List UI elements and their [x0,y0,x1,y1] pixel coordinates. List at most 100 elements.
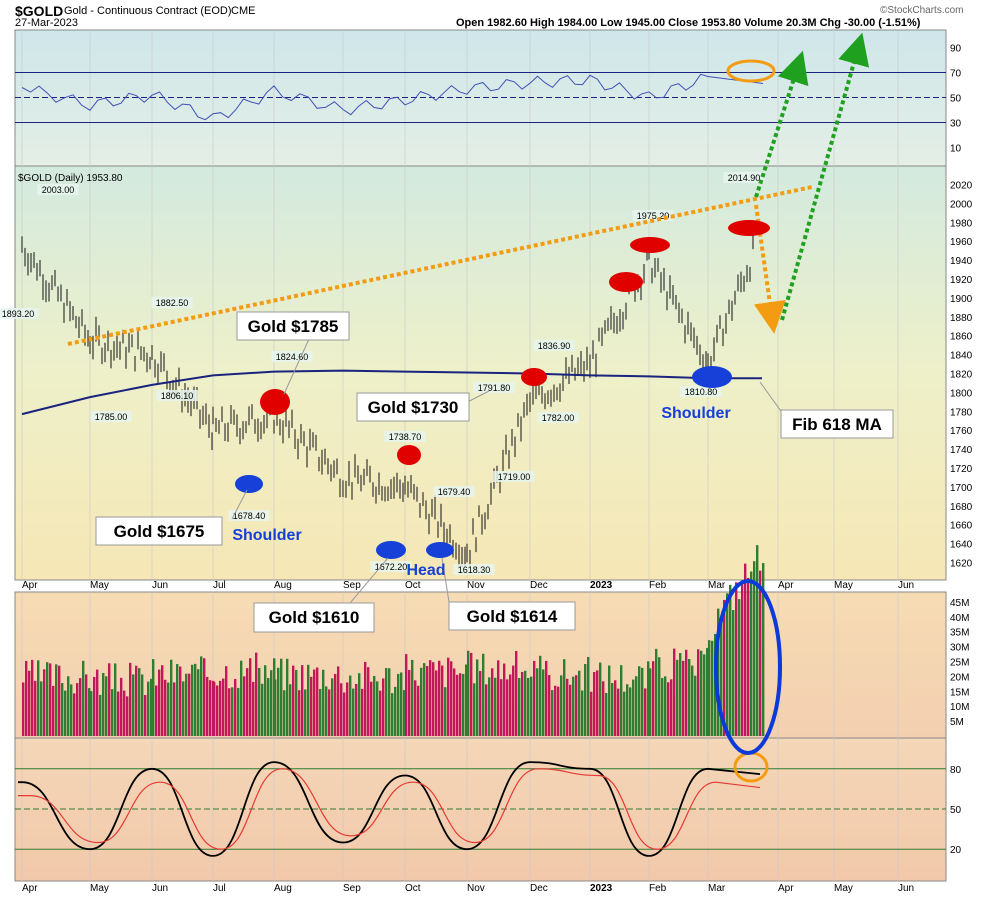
volume-tick-label: 15M [950,687,969,698]
volume-bar [524,670,527,736]
price-label-bg [156,390,198,401]
volume-bar [228,688,231,736]
price-label-bg [723,172,765,183]
price-label-bg [473,382,515,393]
price-point-label: 1672.20 [375,562,408,572]
volume-bar [373,675,376,736]
volume-bar [405,654,408,736]
volume-bar [108,663,111,736]
volume-bar [491,668,494,736]
callout-gold-1614: Gold $1614 [467,607,558,626]
price-point-label: 1836.90 [538,341,571,351]
volume-bar [611,683,614,736]
volume-bar [488,677,491,736]
price-label-bg [90,411,132,422]
volume-bar [343,692,346,736]
callout-box [236,311,350,341]
callout-box [356,392,470,422]
volume-bar [423,663,426,736]
volume-bar [114,663,117,736]
volume-bar [355,683,358,736]
volume-bar [578,670,581,736]
volume-bar [647,661,650,736]
volume-bar [322,669,325,736]
volume-bar [176,664,179,736]
symbol-label: $GOLD [15,3,64,19]
volume-bar [85,674,88,736]
rsi-tick-label: 90 [950,44,962,55]
watermark: ©StockCharts.com [880,5,964,16]
volume-bar [545,660,548,736]
volume-bar [500,679,503,736]
target-arrow-long [780,32,870,321]
volume-bar [385,668,388,736]
volume-bar [99,694,102,736]
x-axis-label: Jun [898,580,914,591]
volume-tick-label: 20M [950,672,969,683]
volume-bar [328,689,331,736]
x-axis-label: Mar [708,580,726,591]
volume-bar [593,671,596,736]
volume-bar [741,580,744,736]
price-tick-label: 1920 [950,275,973,286]
volume-bar [700,650,703,736]
callout-box [448,601,576,631]
volume-bar [479,670,482,736]
volume-bar [382,678,385,736]
volume-bar [426,666,429,736]
volume-bar [388,668,391,736]
x-axis-label: Jul [213,883,226,894]
volume-bar [349,675,352,736]
x-axis-label: Nov [467,883,485,894]
price-point-label: 2003.00 [42,185,75,195]
downside-arrow [753,204,786,334]
volume-bar [274,679,277,736]
volume-bar [249,658,252,736]
volume-bar [206,676,209,736]
volume-bar [61,682,64,736]
volume-bar [331,678,334,736]
volume-bar [34,680,37,736]
stochastic-tick-label: 50 [950,805,962,816]
volume-bar [539,655,542,736]
x-axis-label: May [834,580,853,591]
volume-bar [144,695,147,736]
volume-bar [234,679,237,736]
price-tick-label: 1940 [950,256,973,267]
volume-bar [509,674,512,736]
volume-bar [470,652,473,736]
x-axis-label: Apr [778,883,794,894]
volume-bar [738,599,741,736]
ohlc-readout: Open 1982.60 High 1984.00 Low 1945.00 Cl… [456,17,921,29]
volume-bar [352,688,355,736]
volume-bar [179,666,182,736]
x-axis-label: Apr [22,883,38,894]
volume-bar [73,693,76,736]
volume-bar [37,660,40,736]
volume-bar [581,690,584,736]
stochastic-line [18,761,761,857]
volume-bar [76,683,79,736]
volume-bar [750,571,753,736]
x-axis-label: Aug [274,883,292,894]
volume-bar [67,676,70,736]
price-point-label: 1893.20 [2,309,35,319]
volume-bar [521,671,524,736]
volume-bar [258,667,261,736]
volume-bar [548,675,551,736]
price-tick-label: 1660 [950,521,973,532]
volume-bar [70,684,73,736]
volume-bar [667,682,670,736]
volume-bar [626,684,629,736]
volume-bar [370,681,373,736]
rsi-highlight [726,59,776,83]
volume-bar [213,682,216,736]
volume-bar [575,675,578,736]
price-label-bg [37,184,79,195]
stochastic-line [17,768,761,850]
volume-bar [49,663,52,736]
head-marker-right [426,542,454,558]
volume-bar [82,660,85,736]
volume-bar [711,640,714,736]
x-axis-label: 2023 [590,883,613,894]
